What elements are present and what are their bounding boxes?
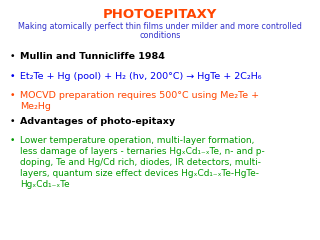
Text: Making atomically perfect thin films under milder and more controlled: Making atomically perfect thin films und… — [18, 22, 302, 31]
Text: Et₂Te + Hg (pool) + H₂ (hν, 200°C) → HgTe + 2C₂H₆: Et₂Te + Hg (pool) + H₂ (hν, 200°C) → HgT… — [20, 72, 261, 81]
Text: •: • — [10, 117, 15, 126]
Text: MOCVD preparation requires 500°C using Me₂Te +
Me₂Hg: MOCVD preparation requires 500°C using M… — [20, 91, 259, 111]
Text: •: • — [10, 91, 15, 100]
Text: •: • — [10, 52, 15, 61]
Text: PHOTOEPITAXY: PHOTOEPITAXY — [103, 8, 217, 21]
Text: conditions: conditions — [139, 31, 181, 40]
Text: •: • — [10, 72, 15, 81]
Text: Mullin and Tunnicliffe 1984: Mullin and Tunnicliffe 1984 — [20, 52, 165, 61]
Text: •: • — [10, 136, 15, 145]
Text: Lower temperature operation, multi-layer formation,
less damage of layers - tern: Lower temperature operation, multi-layer… — [20, 136, 265, 189]
Text: Advantages of photo-epitaxy: Advantages of photo-epitaxy — [20, 117, 175, 126]
